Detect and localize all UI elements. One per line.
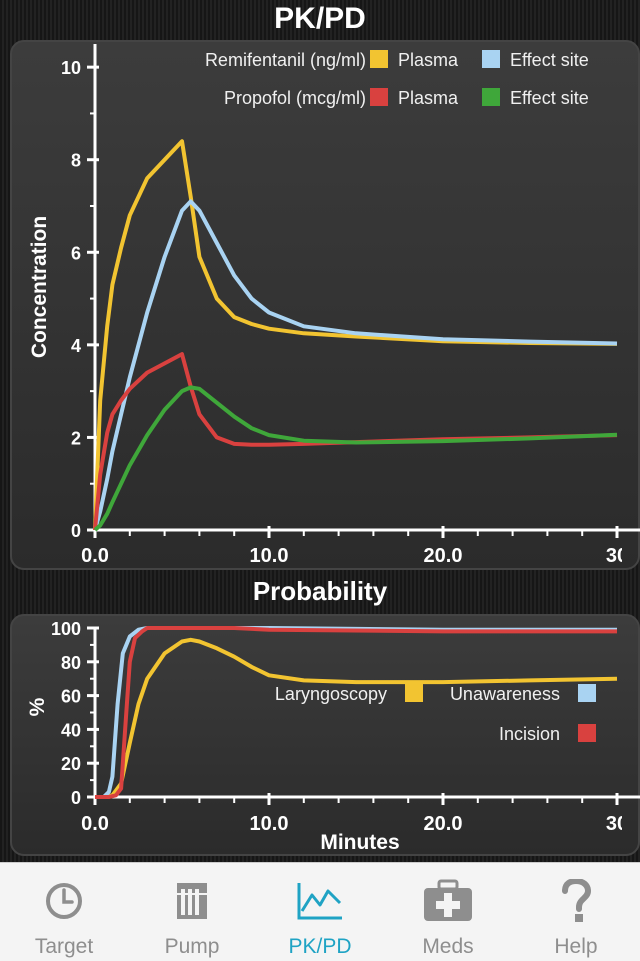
legend-entry-label: Laryngoscopy bbox=[275, 684, 387, 704]
tab-pkpd[interactable]: PK/PD bbox=[256, 863, 384, 961]
pk-y-tick-label: 6 bbox=[71, 243, 81, 263]
legend-group-label: Remifentanil (ng/ml) bbox=[205, 50, 366, 70]
pk-y-tick-label: 4 bbox=[71, 336, 81, 356]
prob-y-tick-label: 80 bbox=[61, 653, 81, 673]
prob-x-tick-label: 20.0 bbox=[424, 813, 463, 835]
pk-y-axis-label: Concentration bbox=[28, 216, 51, 358]
legend-entry-label: Incision bbox=[499, 724, 560, 744]
pkpd-title: PK/PD bbox=[274, 2, 366, 35]
legend-swatch bbox=[578, 724, 596, 742]
tab-bar: Target Pump PK/PD bbox=[0, 862, 640, 961]
tab-label: Meds bbox=[422, 935, 474, 958]
prob-y-tick-label: 20 bbox=[61, 754, 81, 774]
legend-swatch bbox=[578, 684, 596, 702]
tab-label: Target bbox=[34, 935, 94, 958]
prob-series-unawareness bbox=[95, 626, 617, 799]
pk-y-tick-label: 0 bbox=[71, 521, 81, 541]
prob-x-tick-label: 30 bbox=[606, 813, 628, 835]
prob-y-tick-label: 100 bbox=[51, 619, 81, 639]
legend-entry-label: Plasma bbox=[398, 88, 459, 108]
pk-y-tick-label: 2 bbox=[71, 428, 81, 448]
prob-x-axis-label: Minutes bbox=[320, 831, 399, 854]
legend-entry-label: Plasma bbox=[398, 50, 459, 70]
pk-series-plasma bbox=[93, 139, 618, 531]
pk-y-tick-label: 8 bbox=[71, 151, 81, 171]
pk-y-tick-label: 10 bbox=[61, 58, 81, 78]
prob-y-tick-label: 40 bbox=[61, 720, 81, 740]
prob-y-axis-label: % bbox=[26, 697, 49, 716]
prob-y-tick-label: 0 bbox=[71, 788, 81, 808]
tab-pump[interactable]: Pump bbox=[128, 863, 256, 961]
tab-label: Help bbox=[554, 935, 598, 958]
tab-label: PK/PD bbox=[288, 935, 352, 958]
tab-help[interactable]: Help bbox=[512, 863, 640, 961]
prob-y-tick-label: 60 bbox=[61, 687, 81, 707]
tab-meds[interactable]: Meds bbox=[384, 863, 512, 961]
pk-x-tick-label: 30 bbox=[606, 545, 628, 567]
pkpd-chart: 0 2 4 6 8 10 0.0 10.0 20.0 30 Concentration 0 20 40 60… bbox=[26, 44, 640, 854]
legend-swatch bbox=[370, 50, 388, 68]
legend-entry-label: Unawareness bbox=[450, 684, 560, 704]
legend-group-label: Propofol (mcg/ml) bbox=[224, 88, 366, 108]
prob-series-laryngoscopy bbox=[95, 637, 618, 799]
tab-target[interactable]: Target bbox=[0, 863, 128, 961]
pk-x-tick-label: 0.0 bbox=[81, 545, 109, 567]
legend-swatch bbox=[482, 88, 500, 106]
legend-entry-label: Effect site bbox=[510, 50, 589, 70]
prob-series-incision bbox=[95, 626, 617, 799]
pkpd-chart-panel bbox=[10, 40, 640, 570]
pk-x-tick-label: 20.0 bbox=[424, 545, 463, 567]
question-icon bbox=[548, 877, 604, 925]
legend-entry-label: Effect site bbox=[510, 88, 589, 108]
pk-x-tick-label: 10.0 bbox=[250, 545, 289, 567]
legend-swatch bbox=[370, 88, 388, 106]
legend-swatch bbox=[482, 50, 500, 68]
chart-icon bbox=[292, 877, 348, 925]
probability-title: Probability bbox=[252, 576, 388, 606]
prob-x-tick-label: 0.0 bbox=[81, 813, 109, 835]
pk-series-effect-site bbox=[93, 385, 618, 532]
clock-icon bbox=[36, 877, 92, 925]
medkit-icon bbox=[420, 877, 476, 925]
prob-x-tick-label: 10.0 bbox=[250, 813, 289, 835]
legend-swatch bbox=[405, 684, 423, 702]
tab-label: Pump bbox=[164, 935, 220, 958]
pk-series-effect-site bbox=[93, 199, 618, 531]
pump-icon bbox=[164, 877, 220, 925]
